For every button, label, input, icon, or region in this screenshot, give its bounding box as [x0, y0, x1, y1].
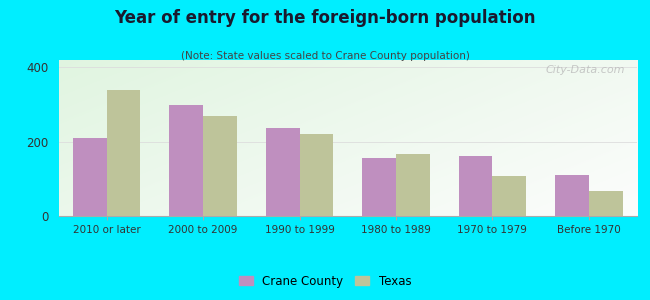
- Bar: [300, 134, 333, 216]
- Bar: [107, 90, 140, 216]
- Bar: [589, 191, 623, 216]
- Bar: [170, 105, 203, 216]
- Bar: [493, 176, 526, 216]
- Legend: Crane County, Texas: Crane County, Texas: [235, 271, 415, 291]
- Bar: [396, 154, 430, 216]
- Bar: [266, 128, 300, 216]
- Text: Year of entry for the foreign-born population: Year of entry for the foreign-born popul…: [114, 9, 536, 27]
- Bar: [73, 138, 107, 216]
- Text: City-Data.com: City-Data.com: [546, 65, 625, 75]
- Bar: [555, 175, 589, 216]
- Text: (Note: State values scaled to Crane County population): (Note: State values scaled to Crane Coun…: [181, 51, 469, 61]
- Bar: [203, 116, 237, 216]
- Bar: [459, 156, 493, 216]
- Bar: [362, 158, 396, 216]
